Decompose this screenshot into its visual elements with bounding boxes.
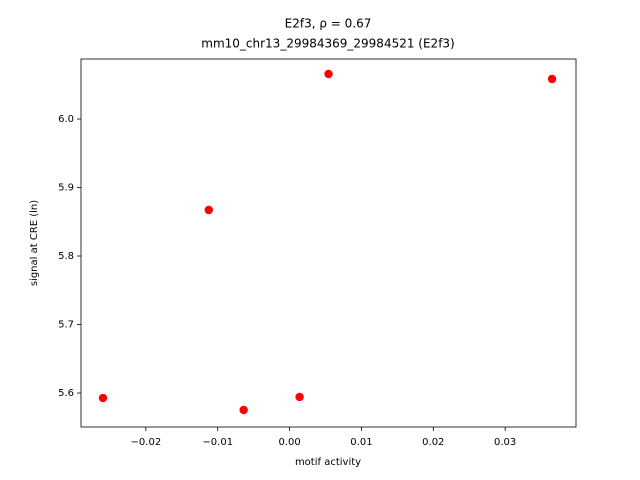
x-tick-label: −0.02 — [131, 437, 162, 448]
point — [295, 392, 304, 402]
x-tick-label: 0.01 — [350, 437, 372, 448]
chart-subtitle: mm10_chr13_29984369_29984521 (E2f3) — [201, 37, 454, 51]
y-tick-label: 5.6 — [58, 388, 74, 399]
y-tick-label: 5.7 — [58, 320, 74, 331]
point — [239, 405, 248, 415]
point — [547, 74, 557, 84]
y-tick-label: 6.0 — [58, 114, 74, 125]
x-tick-label: −0.01 — [202, 437, 233, 448]
y-axis-label: signal at CRE (ln) — [29, 200, 40, 286]
y-tick-label: 5.9 — [58, 183, 74, 194]
plot-frame — [80, 58, 577, 428]
x-axis-label: motif activity — [295, 457, 361, 468]
x-tick-label: 0.00 — [278, 437, 300, 448]
point — [98, 393, 108, 403]
x-tick-label: 0.03 — [494, 437, 516, 448]
chart-title: E2f3, ρ = 0.67 — [285, 17, 372, 31]
point — [324, 69, 333, 79]
point — [204, 205, 213, 215]
x-tick-label: 0.02 — [422, 437, 444, 448]
y-tick-label: 5.8 — [58, 251, 74, 262]
